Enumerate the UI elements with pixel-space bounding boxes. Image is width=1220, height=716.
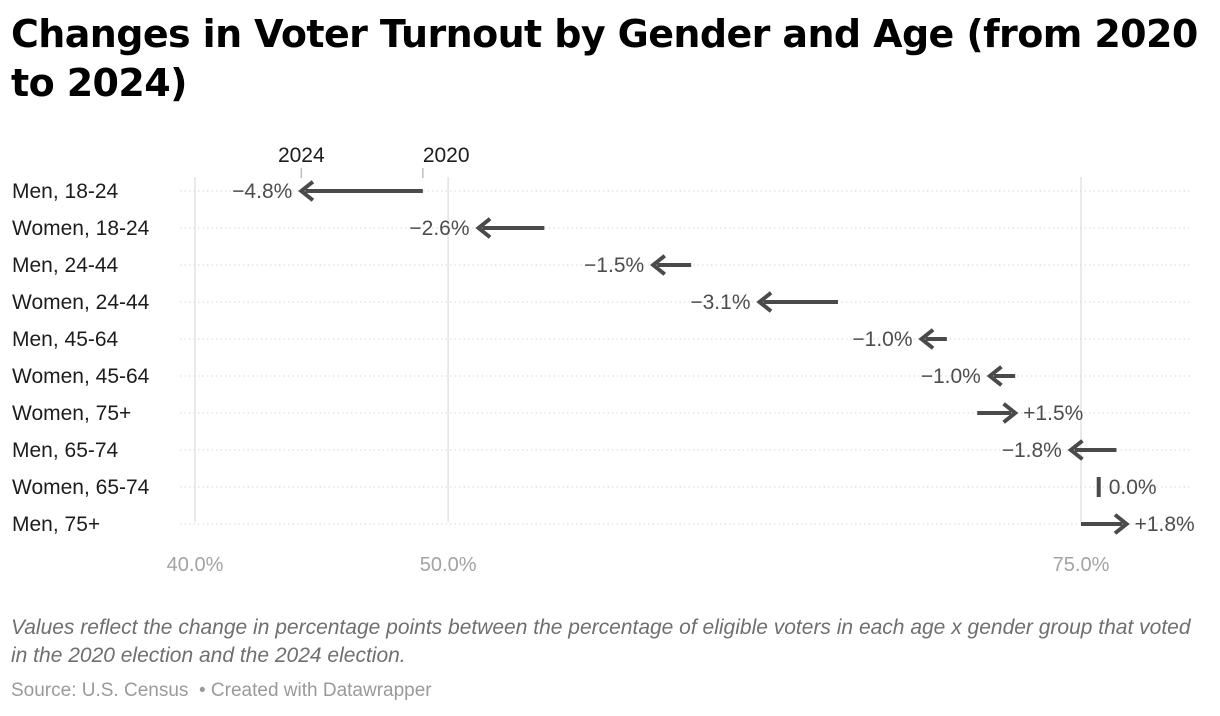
- change-label: 0.0%: [1109, 476, 1157, 499]
- x-tick-label: 40.0%: [167, 554, 224, 576]
- chart-title: Changes in Voter Turnout by Gender and A…: [11, 12, 1198, 105]
- change-label: −1.0%: [852, 328, 912, 351]
- change-label: +1.5%: [1023, 402, 1083, 425]
- change-arrow-head: [756, 291, 773, 313]
- arrow-chart: 40.0% 50.0% 75.0% Men, 18-24 −4.8% 2024 2020 Wo…: [12, 144, 1195, 576]
- row-label: Men, 75+: [12, 513, 100, 536]
- change-label: −1.0%: [921, 365, 981, 388]
- change-arrow-head: [1113, 513, 1130, 535]
- footer-separator: •: [198, 680, 206, 701]
- chart-notes: Values reflect the change in percentage …: [11, 616, 1191, 667]
- legend-label-2020: 2020: [423, 144, 470, 167]
- row-label: Women, 24-44: [12, 291, 150, 314]
- change-arrow-head: [1002, 402, 1019, 424]
- credit-text: Created with Datawrapper: [210, 680, 432, 701]
- row-label: Men, 45-64: [12, 328, 119, 351]
- row-label: Women, 65-74: [12, 476, 150, 499]
- x-tick-label: 75.0%: [1053, 554, 1110, 576]
- change-arrow-head: [298, 180, 315, 202]
- change-arrow-head: [1067, 439, 1084, 461]
- chart-footer: Source: U.S. Census • Created with Dataw…: [11, 680, 432, 702]
- row-label: Women, 18-24: [12, 217, 150, 240]
- row-label: Men, 18-24: [12, 180, 119, 203]
- change-label: −2.6%: [409, 217, 469, 240]
- change-arrow-head: [649, 254, 666, 276]
- change-label: −3.1%: [690, 291, 750, 314]
- change-arrow-head: [918, 328, 935, 350]
- x-tick-label: 50.0%: [420, 554, 477, 576]
- row-label: Men, 24-44: [12, 254, 119, 277]
- source-text: Source: U.S. Census: [11, 680, 189, 701]
- change-arrow-head: [475, 217, 492, 239]
- change-label: −1.5%: [584, 254, 644, 277]
- change-label: −4.8%: [232, 180, 292, 203]
- change-arrow-head: [986, 365, 1003, 387]
- row-label: Women, 75+: [12, 402, 131, 425]
- row-label: Men, 65-74: [12, 439, 119, 462]
- row-label: Women, 45-64: [12, 365, 150, 388]
- change-label: +1.8%: [1135, 513, 1195, 536]
- change-label: −1.8%: [1002, 439, 1062, 462]
- legend-label-2024: 2024: [278, 144, 325, 167]
